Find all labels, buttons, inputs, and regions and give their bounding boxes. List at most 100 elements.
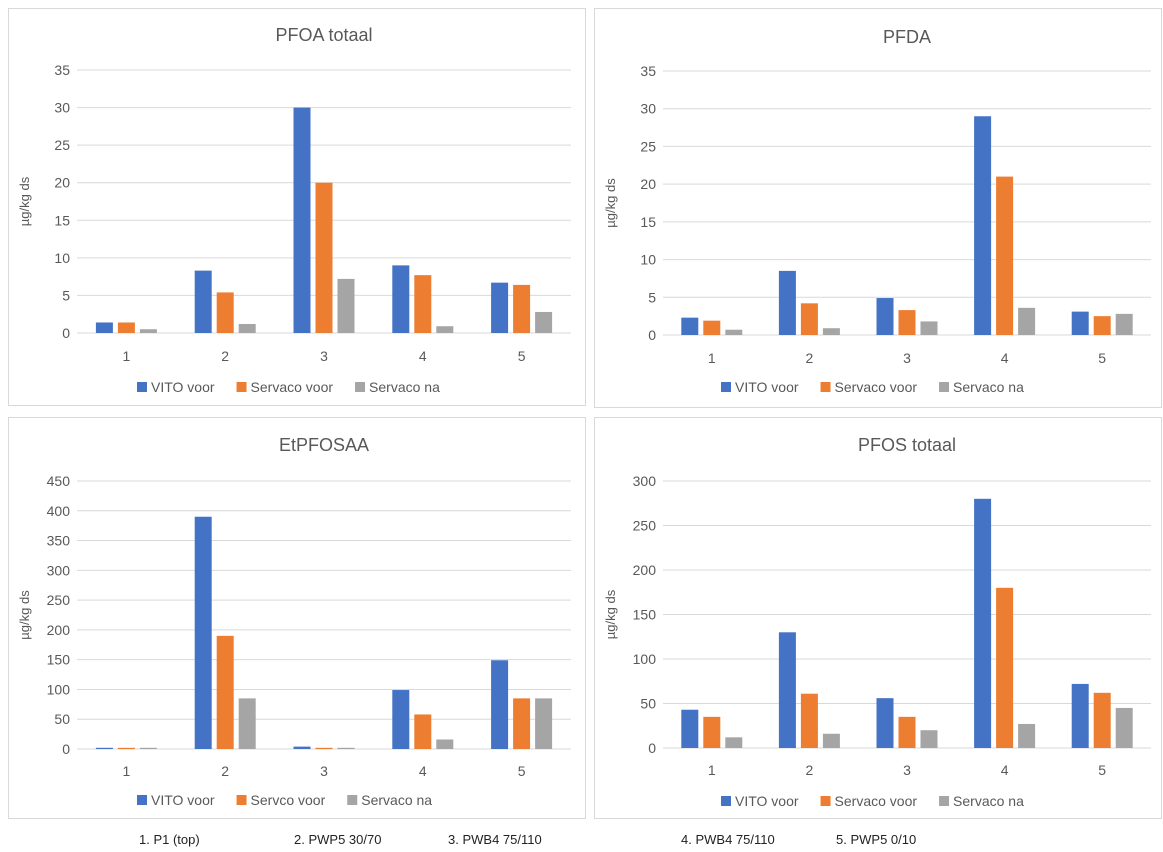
y-tick-label: 35 (54, 62, 70, 78)
bar (920, 321, 938, 335)
legend-swatch (355, 382, 366, 392)
legend-label: Servaco na (953, 379, 1024, 395)
x-tick-label: 4 (419, 348, 427, 364)
bar (293, 107, 311, 333)
bar (996, 176, 1014, 335)
x-tick-label: 2 (221, 348, 229, 364)
footer-sample-2: 2. PWP5 30/70 (294, 832, 382, 847)
bar (1115, 313, 1133, 335)
legend-label: Servaco voor (251, 379, 334, 395)
legend-label: VITO voor (735, 793, 799, 809)
y-tick-label: 25 (54, 137, 70, 153)
bar (491, 282, 509, 333)
bar (513, 284, 531, 333)
legend-label: VITO voor (151, 792, 215, 808)
bar (194, 270, 212, 333)
bar (822, 328, 840, 335)
chart-panel-pfoa: PFOA totaal 0 5 10 15 20 25 30 35 µg/kg ds 1 2 3 4 5 VI… (8, 8, 586, 406)
y-axis-label: µg/kg ds (603, 178, 618, 228)
y-tick-label: 0 (62, 325, 70, 341)
chart-panel-pfda: PFDA 0 5 10 15 20 25 30 35 µg/kg ds 1 2 3 4 5 VITO voor… (594, 8, 1162, 408)
bar (974, 498, 992, 748)
bar (535, 698, 553, 749)
x-tick-label: 3 (320, 763, 328, 779)
bar (238, 698, 256, 749)
bar (974, 116, 992, 335)
chart-title: PFOA totaal (275, 25, 372, 45)
bar (194, 516, 212, 749)
x-tick-label: 2 (221, 763, 229, 779)
legend-swatch (236, 382, 247, 392)
chart-title: PFDA (883, 27, 931, 47)
footer-sample-4: 4. PWB4 75/110 (681, 832, 775, 847)
legend-swatch (939, 382, 950, 392)
bar (1071, 683, 1089, 748)
bar (996, 587, 1014, 748)
legend-label: VITO voor (151, 379, 215, 395)
x-tick-label: 5 (518, 763, 526, 779)
y-tick-label: 0 (648, 740, 656, 756)
y-tick-label: 250 (47, 592, 71, 608)
legend-swatch (137, 795, 147, 805)
bar (703, 320, 721, 335)
footer-sample-1: 1. P1 (top) (139, 832, 200, 847)
legend-swatch (721, 796, 731, 806)
legend-label: Servaco voor (835, 793, 918, 809)
y-tick-label: 20 (54, 175, 70, 191)
bar (778, 270, 796, 335)
bar (1093, 316, 1111, 335)
bar (822, 733, 840, 748)
bar (392, 690, 410, 749)
legend-label: VITO voor (735, 379, 799, 395)
bar (1093, 692, 1111, 748)
y-tick-label: 100 (633, 651, 657, 667)
bar (681, 317, 699, 335)
chart-title: PFOS totaal (858, 435, 956, 455)
bar (139, 329, 157, 333)
y-tick-label: 50 (54, 711, 70, 727)
chart-pfos: PFOS totaal 0 50 100 150 200 250 300 µg/kg ds 1 2 3… (603, 435, 1151, 809)
y-tick-label: 150 (47, 652, 71, 668)
y-tick-label: 200 (47, 622, 71, 638)
bar (139, 747, 157, 749)
y-tick-label: 20 (640, 176, 656, 192)
legend-label: Servco voor (251, 792, 326, 808)
bar (491, 660, 509, 749)
footer-sample-5: 5. PWP5 0/10 (836, 832, 917, 847)
y-tick-label: 250 (633, 518, 657, 534)
x-tick-label: 5 (1098, 350, 1106, 366)
x-tick-label: 3 (903, 762, 911, 778)
bar (414, 275, 432, 333)
y-tick-label: 10 (640, 252, 656, 268)
bar (800, 303, 818, 335)
bar (95, 747, 113, 749)
bar (436, 739, 454, 749)
bar (95, 322, 113, 333)
y-tick-label: 5 (648, 289, 656, 305)
y-tick-label: 35 (640, 63, 656, 79)
legend-swatch (236, 795, 247, 805)
bar (238, 323, 256, 333)
bar (535, 311, 553, 333)
y-tick-label: 300 (633, 473, 657, 489)
bar (216, 292, 234, 333)
bar (1018, 307, 1036, 335)
bar (898, 716, 916, 748)
chart-pfoa: PFOA totaal 0 5 10 15 20 25 30 35 µg/kg ds 1 2 3 4 5 VI… (17, 25, 571, 395)
bar (800, 693, 818, 748)
x-tick-label: 5 (518, 348, 526, 364)
legend-swatch (939, 796, 950, 806)
y-tick-label: 0 (62, 741, 70, 757)
y-tick-label: 150 (633, 607, 657, 623)
x-tick-label: 4 (1001, 350, 1009, 366)
y-tick-label: 0 (648, 327, 656, 343)
bar (681, 709, 699, 748)
x-tick-label: 1 (708, 350, 716, 366)
legend-label: Servaco voor (835, 379, 918, 395)
legend-label: Servaco na (953, 793, 1024, 809)
bar (725, 737, 743, 748)
y-tick-label: 400 (47, 503, 71, 519)
y-axis-label: µg/kg ds (17, 590, 32, 640)
y-tick-label: 25 (640, 138, 656, 154)
y-tick-label: 300 (47, 562, 71, 578)
